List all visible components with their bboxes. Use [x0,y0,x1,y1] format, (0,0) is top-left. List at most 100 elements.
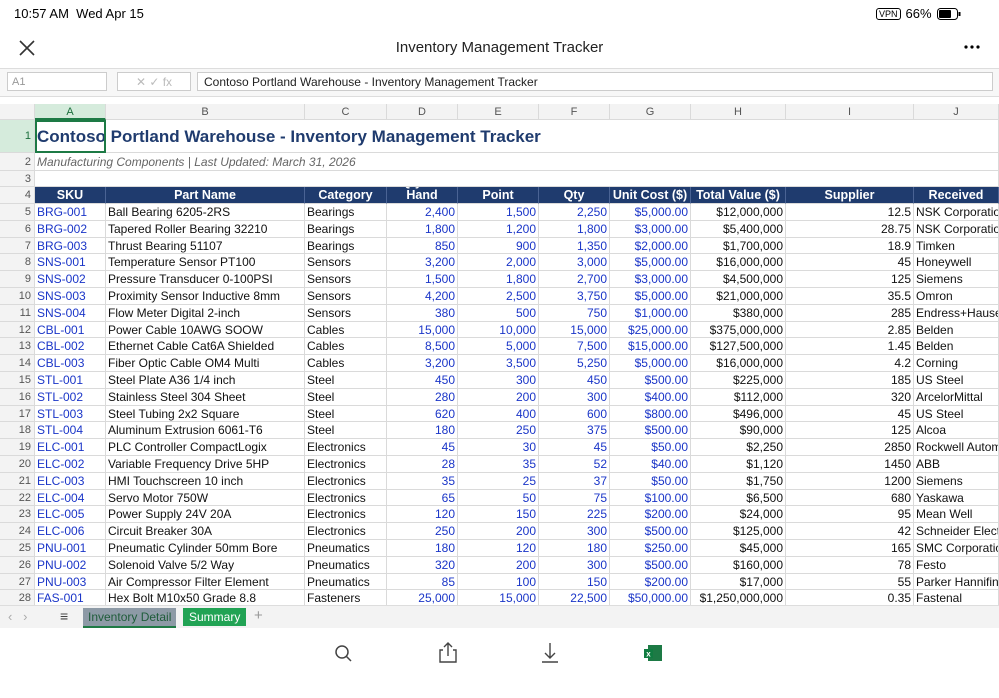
data-cell: 3,750 [539,288,610,305]
data-cell: CBL-002 [35,338,106,356]
data-cell: 1,500 [387,271,458,288]
data-cell: 280 [387,388,458,406]
data-cell: Mean Well [914,506,999,524]
data-cell: 2,500 [458,288,539,305]
data-cell: 300 [539,556,610,574]
data-cell: Siemens [914,271,999,288]
data-cell: Temperature Sensor PT100 [106,254,305,272]
data-cell: 35.5 [786,288,914,305]
column-header: G [610,104,691,120]
more-button[interactable] [963,44,981,50]
data-cell: 300 [458,372,539,389]
data-cell: Proximity Sensor Inductive 8mm [106,288,305,305]
data-cell: 1,200 [458,220,539,238]
data-cell: $50.00 [610,472,691,490]
data-cell: 15,000 [458,590,539,605]
data-cell: Circuit Breaker 30A [106,523,305,540]
column-title: Last Received [914,187,999,204]
row-header: 4 [0,187,35,204]
data-cell: SNS-004 [35,304,106,322]
tab-nav[interactable]: ‹ › [8,609,28,624]
column-header: B [106,104,305,120]
data-cell: 0.35 [786,590,914,605]
data-cell: 750 [539,304,610,322]
data-cell: 125 [786,422,914,440]
data-cell: $127,500,000 [691,338,786,356]
download-icon[interactable] [542,643,558,663]
data-cell: $6,500 [691,489,786,507]
data-cell: Electronics [305,472,387,490]
sheet-tab[interactable]: Summary [183,608,247,626]
row-header: 26 [0,556,35,574]
data-cell: Tapered Roller Bearing 32210 [106,220,305,238]
data-cell: 45 [539,439,610,456]
data-cell: ArcelorMittal [914,388,999,406]
data-cell: 120 [387,506,458,524]
formula-input[interactable]: Contoso Portland Warehouse - Inventory M… [197,72,993,91]
data-cell: Timken [914,237,999,255]
data-cell: 95 [786,506,914,524]
column-header: E [458,104,539,120]
data-cell: 200 [458,388,539,406]
data-cell: 2850 [786,439,914,456]
data-cell: Steel [305,422,387,440]
status-right: VPN 66% [876,6,961,21]
row-header: 5 [0,204,35,221]
data-cell: 600 [539,405,610,423]
data-cell: PNU-001 [35,540,106,557]
data-cell: Pneumatics [305,573,387,591]
data-cell: STL-002 [35,388,106,406]
data-cell: Steel [305,405,387,423]
row-header: 10 [0,288,35,305]
data-cell: $100.00 [610,489,691,507]
row-header: 3 [0,171,35,187]
sheet-tab[interactable]: Inventory Detail [83,608,177,628]
excel-icon[interactable]: x [644,645,662,661]
data-cell: Power Cable 10AWG SOOW [106,321,305,339]
data-cell: 320 [387,556,458,574]
data-cell: Parker Hannifin [914,573,999,591]
tab-menu[interactable]: ≡ [60,608,69,624]
close-button[interactable] [18,39,36,57]
data-cell: 1200 [786,472,914,490]
row-header: 23 [0,506,35,524]
data-cell: 1,500 [458,204,539,221]
data-cell: 120 [458,540,539,557]
data-cell: SNS-001 [35,254,106,272]
data-cell: Cables [305,355,387,372]
data-cell: 1.45 [786,338,914,356]
column-title: Qty On Hand [387,187,458,204]
add-sheet[interactable]: + [254,607,263,624]
name-box[interactable]: A1 [7,72,107,91]
row-header: 28 [0,590,35,605]
data-cell: Bearings [305,237,387,255]
data-cell: 375 [539,422,610,440]
data-cell: 3,200 [387,254,458,272]
data-cell: $5,000.00 [610,254,691,272]
data-cell: Omron [914,288,999,305]
data-cell: 4,200 [387,288,458,305]
row-header: 16 [0,388,35,406]
row-band [35,171,999,187]
data-cell: 2,400 [387,204,458,221]
data-cell: BRG-001 [35,204,106,221]
data-cell: Alcoa [914,422,999,440]
data-cell: $21,000,000 [691,288,786,305]
data-cell: $50.00 [610,439,691,456]
data-cell: 15,000 [539,321,610,339]
data-cell: 37 [539,472,610,490]
share-icon[interactable] [439,642,457,663]
data-cell: 100 [458,573,539,591]
data-cell: Schneider Electi [914,523,999,540]
data-cell: 250 [387,523,458,540]
data-cell: Cables [305,321,387,339]
data-cell: 900 [458,237,539,255]
data-cell: ELC-002 [35,456,106,473]
data-cell: 1,350 [539,237,610,255]
row-header: 17 [0,405,35,423]
data-cell: $500.00 [610,372,691,389]
data-cell: 380 [387,304,458,322]
search-icon[interactable] [335,645,352,662]
data-cell: US Steel [914,405,999,423]
